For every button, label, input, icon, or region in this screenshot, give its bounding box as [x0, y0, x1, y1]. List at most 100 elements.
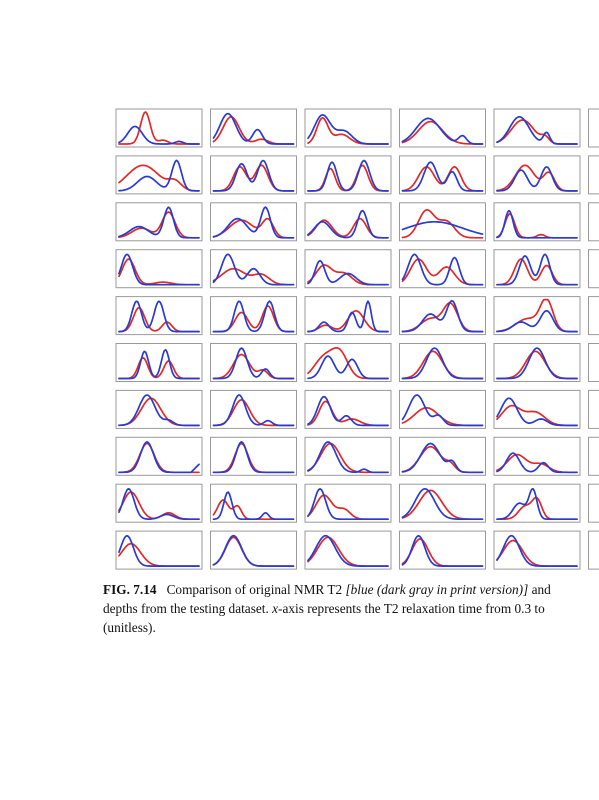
original-t2-curve: [401, 299, 484, 333]
original-t2-curve: [307, 395, 389, 427]
panel-r2-c5: [493, 155, 581, 195]
panel-r1-c4: [399, 108, 486, 148]
original-t2-curve: [496, 347, 578, 380]
panel-r5-c5: [493, 296, 581, 336]
panel-frame: [493, 343, 581, 382]
panel-r9-c4: [399, 483, 486, 523]
panel-r3-c2: [210, 202, 297, 242]
panel-frame: [304, 155, 392, 195]
original-t2-curve: [401, 487, 484, 521]
original-t2-curve: [118, 394, 200, 427]
caption-text-1b: and: [528, 582, 551, 597]
panel-r3-c5: [493, 202, 581, 242]
panel-r7-c1: [115, 389, 203, 429]
panel-r8-c1: [115, 436, 203, 476]
original-t2-curve: [496, 452, 578, 474]
panel-r1-c3: [304, 108, 392, 148]
caption-line-1: FIG. 7.14 Comparison of original NMR T2 […: [103, 580, 599, 599]
original-t2-curve: [401, 117, 484, 145]
original-t2-curve: [401, 534, 484, 567]
panel-frame: [304, 530, 392, 570]
panel-r10-c3: [304, 530, 392, 570]
original-t2-curve: [118, 441, 200, 474]
original-t2-curve: [401, 347, 484, 380]
figure-grid: [114, 107, 599, 574]
caption-text-2b: -axis represents the T2 relaxation time …: [278, 601, 545, 616]
original-t2-curve: [496, 309, 578, 333]
original-t2-curve: [212, 441, 295, 474]
original-t2-curve: [212, 206, 295, 239]
panel-r9-c2: [210, 483, 297, 523]
panel-frame: [304, 249, 392, 289]
panel-r6-c4: [399, 343, 486, 382]
original-t2-curve: [307, 441, 389, 474]
original-t2-curve: [118, 534, 200, 567]
panel-frame: [399, 389, 486, 429]
original-t2-curve: [496, 487, 578, 521]
original-t2-curve: [118, 348, 200, 380]
panel-r1-c5: [493, 108, 581, 148]
panel-r8-c2: [210, 436, 297, 476]
panel-r5-c3: [304, 296, 392, 336]
caption-text-3: (unitless).: [103, 620, 156, 635]
panel-r4-c1: [115, 249, 203, 289]
original-t2-curve: [212, 347, 295, 380]
panel-r10-c6-partial: [588, 530, 599, 570]
panel-frame: [493, 389, 581, 429]
panel-r2-c1: [115, 155, 203, 195]
panel-frame: [399, 530, 486, 570]
panel-r7-c3: [304, 389, 392, 429]
panel-frame: [493, 202, 581, 242]
original-t2-curve: [401, 161, 484, 192]
panel-r7-c2: [210, 389, 297, 429]
panel-r10-c1: [115, 530, 203, 570]
panel-frame: [115, 436, 203, 476]
original-t2-curve: [212, 394, 295, 427]
panel-r1-c2: [210, 108, 297, 148]
panel-r7-c6-partial: [588, 389, 599, 429]
panel-r3-c1: [115, 202, 203, 242]
panel-frame: [304, 436, 392, 476]
original-t2-curve: [401, 253, 484, 286]
panel-r9-c3: [304, 483, 392, 523]
panel-frame: [304, 108, 392, 148]
panel-frame: [493, 530, 581, 570]
panel-r9-c1: [115, 483, 203, 523]
panel-frame: [115, 530, 203, 570]
original-t2-curve: [496, 397, 578, 427]
original-t2-curve: [118, 300, 200, 333]
original-t2-curve: [307, 259, 389, 286]
panel-r2-c6-partial: [588, 155, 599, 195]
panel-frame: [399, 108, 486, 148]
original-t2-curve: [307, 487, 389, 521]
original-t2-curve: [307, 355, 389, 380]
panel-r1-c1: [115, 108, 203, 148]
figure-label: FIG. 7.14: [103, 582, 157, 597]
caption-text-1a: Comparison of original NMR T2: [166, 582, 346, 597]
figure-caption: FIG. 7.14 Comparison of original NMR T2 […: [103, 580, 599, 637]
panel-r9-c5: [493, 483, 581, 523]
original-t2-curve: [401, 442, 484, 474]
caption-line-2: depths from the testing dataset. x-axis …: [103, 599, 599, 618]
panel-r2-c2: [210, 155, 297, 195]
caption-color-note: [blue (dark gray in print version)]: [345, 582, 529, 597]
panel-r3-c3: [304, 202, 392, 242]
panel-r4-c2: [210, 249, 297, 289]
panel-r6-c3: [304, 343, 392, 382]
panel-frame: [210, 296, 297, 336]
panel-r6-c6-partial: [588, 343, 599, 382]
original-t2-curve: [307, 159, 389, 192]
original-t2-curve: [307, 534, 389, 567]
panel-frame: [210, 483, 297, 523]
panel-r3-c6-partial: [588, 202, 599, 242]
panel-r4-c4: [399, 249, 486, 289]
original-t2-curve: [307, 114, 389, 145]
panel-r4-c5: [493, 249, 581, 289]
panel-r10-c4: [399, 530, 486, 570]
panel-r7-c5: [493, 389, 581, 429]
panel-r4-c6-partial: [588, 249, 599, 289]
panel-r6-c5: [493, 343, 581, 382]
small-multiples-plot: [115, 108, 599, 570]
panel-r5-c2: [210, 296, 297, 336]
original-t2-curve: [118, 159, 200, 192]
